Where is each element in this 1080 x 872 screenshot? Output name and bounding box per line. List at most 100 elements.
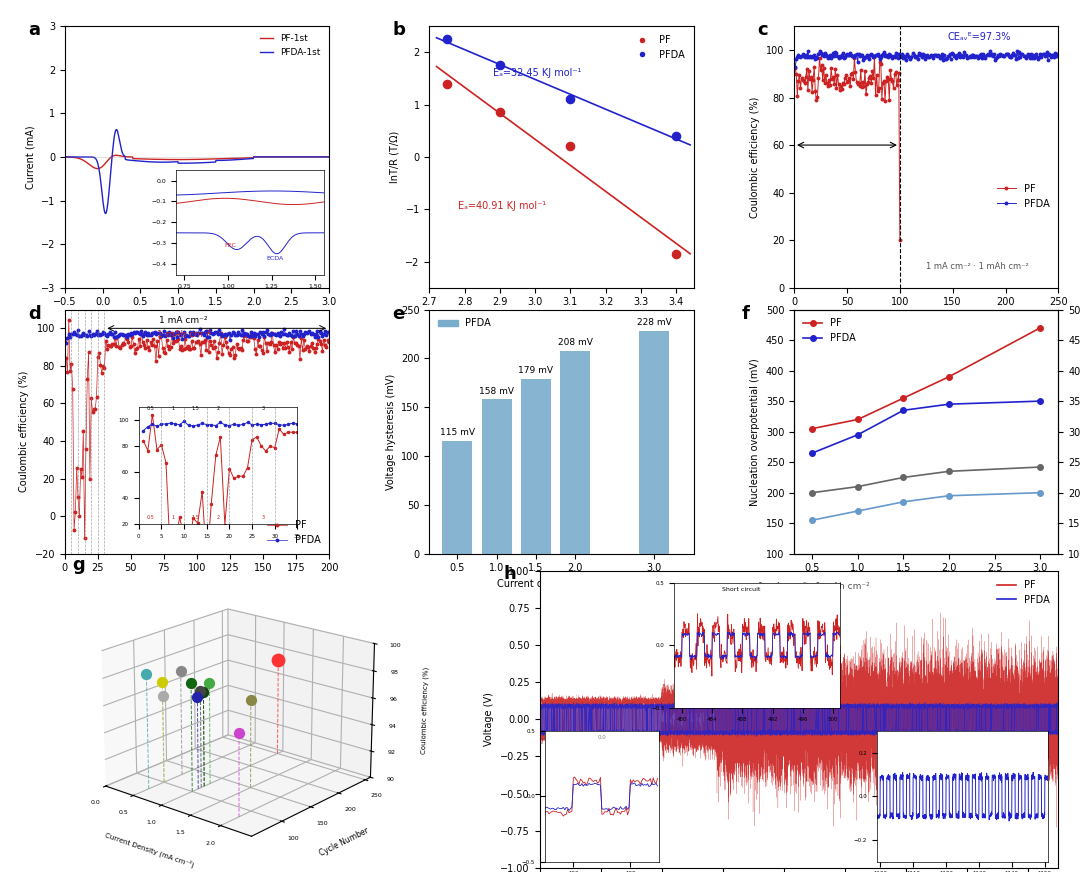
PFDA (788, 61, 801, 72)
PFDA-1st (323, 152, 336, 162)
Legend: PF, PFDA: PF, PFDA (799, 315, 860, 347)
PFDA-1st (259, 152, 272, 162)
Text: g: g (72, 556, 84, 575)
Text: 208 mV: 208 mV (558, 337, 593, 347)
PFDA-1st (219, 155, 232, 166)
PF (806, 424, 819, 434)
Text: 228 mV: 228 mV (637, 318, 672, 327)
PF (893, 235, 906, 245)
PF (111, 331, 124, 342)
PFDA (971, 51, 984, 61)
Legend: PF, PFDA: PF, PFDA (993, 180, 1053, 213)
Line: PFDA: PFDA (794, 50, 1059, 68)
Legend: PF, PFDA: PF, PFDA (993, 576, 1053, 609)
PF (851, 414, 864, 425)
PF (323, 337, 336, 347)
Text: Eₐ=40.91 KJ mol⁻¹: Eₐ=40.91 KJ mol⁻¹ (458, 201, 545, 211)
Legend: PFDA: PFDA (434, 315, 495, 332)
X-axis label: Current Density (mA cm⁻²): Current Density (mA cm⁻²) (105, 830, 195, 868)
PFDA (941, 52, 954, 63)
Y-axis label: lnT/R (T/Ω): lnT/R (T/Ω) (390, 131, 400, 183)
PFDA-1st (58, 152, 71, 162)
Line: PF: PF (810, 325, 1043, 432)
PF (788, 63, 801, 73)
Y-axis label: Nucleation overpotential (mV): Nucleation overpotential (mV) (751, 358, 760, 506)
Bar (561, 351, 591, 554)
X-axis label: Cycle Number: Cycle Number (162, 579, 231, 589)
Text: 115 mV: 115 mV (440, 428, 474, 438)
PF (889, 67, 902, 78)
PFDA (1011, 45, 1024, 56)
Y-axis label: Voltage (V): Voltage (V) (485, 692, 495, 746)
Y-axis label: Coulombic efficiency (%): Coulombic efficiency (%) (19, 371, 29, 493)
PF (78, 533, 91, 543)
Point (562, 92, 579, 106)
X-axis label: 1000/T (K⁻¹): 1000/T (K⁻¹) (531, 313, 592, 323)
PFDA-1st (99, 208, 112, 219)
Point (491, 58, 509, 72)
PF-1st (219, 153, 232, 164)
Point (562, 140, 579, 153)
Text: CEₐᵥᴱ=97.3%: CEₐᵥᴱ=97.3% (947, 32, 1011, 43)
PFDA (1052, 51, 1065, 62)
Point (667, 247, 685, 261)
PFDA (278, 324, 291, 334)
PFDA (1042, 49, 1055, 59)
Bar (442, 441, 472, 554)
PFDA-1st (75, 152, 87, 162)
Point (491, 106, 509, 119)
PFDA (108, 327, 121, 337)
PFDA (894, 51, 907, 61)
PFDA-1st (286, 152, 299, 162)
PFDA (130, 327, 143, 337)
Y-axis label: Voltage hysteresis (mV): Voltage hysteresis (mV) (386, 373, 395, 490)
Bar (482, 399, 512, 554)
PF (943, 371, 956, 382)
PF (851, 79, 864, 90)
PF (77, 426, 90, 437)
Point (438, 32, 456, 46)
Text: 179 mV: 179 mV (518, 366, 553, 375)
PF (813, 53, 826, 64)
PFDA (323, 327, 336, 337)
X-axis label: Current density (mA cm⁻²): Current density (mA cm⁻²) (497, 579, 626, 589)
PF (886, 76, 899, 86)
PF (809, 86, 822, 97)
Text: f: f (741, 304, 750, 323)
Text: 1 mAh cm⁻²: 1 mAh cm⁻² (157, 330, 211, 339)
PF (71, 492, 84, 502)
Line: PFDA: PFDA (810, 399, 1043, 456)
PF (133, 333, 146, 344)
Bar (521, 379, 551, 554)
Text: Eₐ=32.45 KJ mol⁻¹: Eₐ=32.45 KJ mol⁻¹ (492, 68, 581, 78)
Text: 1 mA cm⁻²: 1 mA cm⁻² (160, 316, 208, 324)
Bar (639, 331, 670, 554)
PFDA-1st (227, 154, 240, 165)
PFDA (897, 51, 910, 61)
PFDA (897, 405, 910, 416)
PFDA (851, 430, 864, 440)
Line: PF-1st: PF-1st (65, 155, 329, 168)
PFDA-1st (110, 125, 123, 135)
Text: h: h (503, 565, 516, 583)
PF-1st (109, 150, 122, 160)
PF-1st (227, 153, 240, 164)
PFDA (943, 399, 956, 410)
PFDA (311, 326, 324, 337)
Text: b: b (392, 21, 405, 39)
PFDA (59, 338, 72, 349)
PF (302, 346, 315, 357)
PF-1st (259, 152, 272, 162)
Text: 1 mA cm⁻² · 1 mAh cm⁻²: 1 mA cm⁻² · 1 mAh cm⁻² (927, 262, 1029, 270)
PFDA (70, 330, 83, 340)
Legend: PF, PFDA: PF, PFDA (264, 516, 324, 548)
Line: PFDA: PFDA (65, 328, 330, 344)
Legend: PF-1st, PFDA-1st: PF-1st, PFDA-1st (256, 31, 325, 60)
Text: 1 mA cm⁻² - 1 mAh cm⁻²: 1 mA cm⁻² - 1 mAh cm⁻² (758, 582, 870, 591)
PF-1st (91, 163, 104, 174)
Point (438, 77, 456, 91)
PF (897, 392, 910, 403)
PFDA-1st (213, 155, 226, 166)
Text: c: c (757, 21, 768, 39)
X-axis label: Cycle Number: Cycle Number (892, 313, 961, 323)
